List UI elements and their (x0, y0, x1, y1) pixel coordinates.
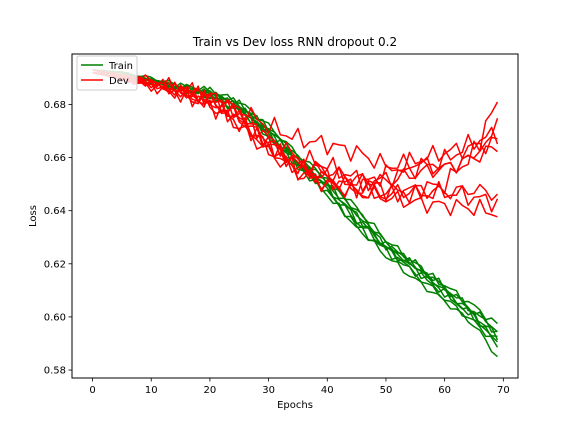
x-tick-label: 60 (438, 385, 451, 396)
y-tick-label: 0.60 (44, 312, 66, 323)
plot-frame (71, 53, 519, 379)
legend-train-label: Train (108, 61, 133, 72)
series-layer (92, 69, 499, 358)
x-tick-label: 20 (204, 385, 217, 396)
x-tick-label: 30 (262, 385, 275, 396)
x-tick-label: 0 (89, 385, 95, 396)
y-tick-label: 0.66 (44, 153, 66, 164)
dev-line (92, 71, 498, 218)
axes-layer: 0 10 20 30 40 50 60 70 0.58 0.60 0.62 0.64 0.66 0.68 (44, 53, 519, 396)
legend-dev-label: Dev (109, 76, 129, 87)
x-tick-label: 70 (497, 385, 510, 396)
y-tick-label: 0.58 (44, 366, 66, 377)
y-axis-label: Loss (28, 205, 39, 227)
dev-line (92, 71, 499, 187)
x-tick-label: 10 (145, 385, 158, 396)
train-line (92, 69, 498, 333)
y-tick-label: 0.68 (44, 100, 66, 111)
x-tick-label: 40 (321, 385, 334, 396)
dev-line (92, 71, 499, 192)
y-tick-label: 0.62 (44, 259, 66, 270)
y-tick-label: 0.64 (44, 206, 66, 217)
legend: Train Dev (76, 55, 138, 91)
chart-title: Train vs Dev loss RNN dropout 0.2 (192, 35, 397, 49)
x-axis-label: Epochs (277, 400, 313, 411)
x-tick-label: 50 (380, 385, 393, 396)
